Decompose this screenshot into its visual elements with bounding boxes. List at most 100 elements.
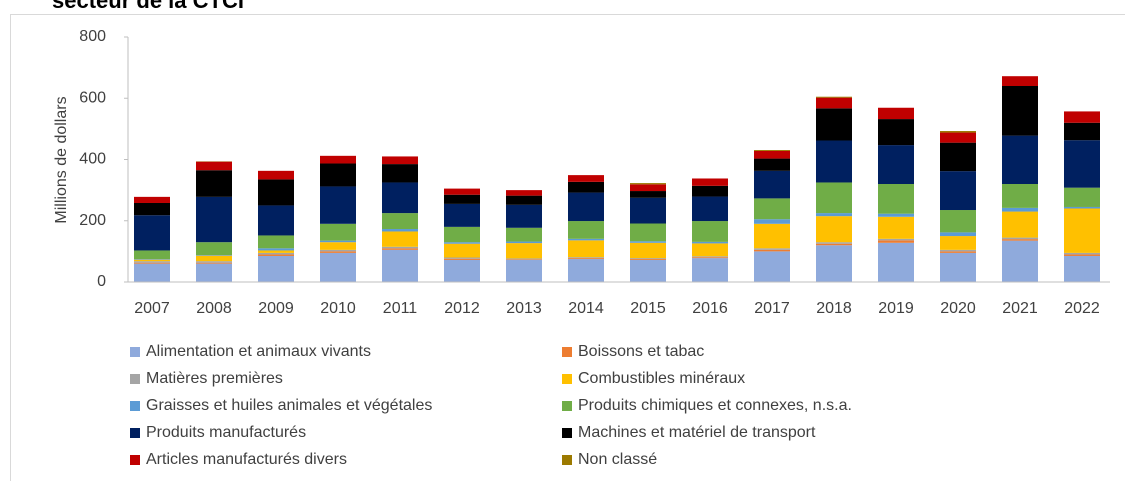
bar-segment bbox=[1064, 255, 1100, 282]
bar-segment bbox=[196, 263, 232, 282]
bar-segment bbox=[1002, 240, 1038, 282]
bar-segment bbox=[444, 257, 480, 259]
bar-segment bbox=[692, 256, 728, 258]
bar-segment bbox=[816, 140, 852, 183]
bar-segment bbox=[382, 246, 418, 249]
bar-segment bbox=[134, 215, 170, 251]
bar-segment bbox=[444, 188, 480, 195]
bar-segment bbox=[320, 223, 356, 241]
bar-segment bbox=[134, 261, 170, 263]
bar-segment bbox=[196, 262, 232, 264]
bar-segment bbox=[382, 248, 418, 250]
bar-segment bbox=[692, 243, 728, 257]
bar-segment bbox=[444, 243, 480, 258]
bar-segment bbox=[940, 142, 976, 172]
bar-segment bbox=[320, 242, 356, 250]
bar-segment bbox=[258, 252, 294, 255]
bar-segment bbox=[754, 158, 790, 171]
bar-segment bbox=[320, 249, 356, 252]
x-tick-label: 2020 bbox=[940, 300, 976, 317]
bar-segment bbox=[134, 202, 170, 216]
y-axis-label: Millions de dollars bbox=[53, 96, 70, 223]
bar-segment bbox=[630, 241, 666, 243]
bar-segment bbox=[382, 231, 418, 247]
x-tick-label: 2015 bbox=[630, 300, 666, 317]
bar-segment bbox=[1002, 211, 1038, 238]
x-tick-label: 2009 bbox=[258, 300, 294, 317]
bar-segment bbox=[630, 191, 666, 198]
bar-segment bbox=[1064, 122, 1100, 141]
bar-segment bbox=[1064, 111, 1100, 123]
legend-label: Produits chimiques et connexes, n.s.a. bbox=[578, 397, 852, 414]
x-tick-label: 2016 bbox=[692, 300, 728, 317]
bar-segment bbox=[506, 227, 542, 242]
bar-segment bbox=[196, 196, 232, 243]
legend-swatch bbox=[130, 347, 140, 357]
bar-segment bbox=[754, 249, 790, 252]
bar-segment bbox=[382, 229, 418, 232]
bar-segment bbox=[444, 258, 480, 260]
x-tick-label: 2017 bbox=[754, 300, 790, 317]
bar-segment bbox=[382, 213, 418, 230]
bar-segment bbox=[258, 250, 294, 253]
bar-segment bbox=[196, 242, 232, 256]
bar-segment bbox=[816, 97, 852, 109]
bar-segment bbox=[692, 241, 728, 244]
bar-segment bbox=[320, 163, 356, 187]
bar-segment bbox=[754, 150, 790, 151]
bar-segment bbox=[444, 194, 480, 204]
bar-segment bbox=[878, 107, 914, 120]
bar-segment bbox=[382, 156, 418, 165]
bar-segment bbox=[816, 245, 852, 282]
legend-swatch bbox=[562, 428, 572, 438]
bar-segment bbox=[630, 242, 666, 259]
bar-segment bbox=[134, 250, 170, 260]
legend-swatch bbox=[130, 428, 140, 438]
chart-frame bbox=[10, 14, 1125, 481]
bar-segment bbox=[692, 221, 728, 242]
bar-segment bbox=[878, 216, 914, 239]
bar-segment bbox=[568, 258, 604, 260]
bar-segment bbox=[692, 196, 728, 222]
bar-segment bbox=[506, 195, 542, 205]
bar-segment bbox=[692, 178, 728, 186]
legend-swatch bbox=[562, 455, 572, 465]
bar-segment bbox=[878, 145, 914, 184]
bar-segment bbox=[940, 232, 976, 237]
bar-segment bbox=[816, 242, 852, 244]
bar-segment bbox=[258, 248, 294, 251]
bar-segment bbox=[506, 259, 542, 282]
bar-segment bbox=[630, 183, 666, 185]
bar-segment bbox=[506, 259, 542, 260]
bar-segment bbox=[630, 259, 666, 282]
bar-segment bbox=[754, 198, 790, 220]
bar-segment bbox=[258, 235, 294, 249]
bar-segment bbox=[630, 258, 666, 260]
legend-label: Graisses et huiles animales et végétales bbox=[146, 397, 432, 414]
bar-segment bbox=[506, 241, 542, 244]
bar-segment bbox=[196, 261, 232, 263]
bar-segment bbox=[816, 108, 852, 141]
bar-segment bbox=[630, 184, 666, 192]
x-tick-label: 2022 bbox=[1064, 300, 1100, 317]
legend-swatch bbox=[562, 401, 572, 411]
bar-segment bbox=[568, 192, 604, 222]
bar-segment bbox=[1064, 208, 1100, 253]
bar-segment bbox=[444, 203, 480, 227]
bar-segment bbox=[816, 213, 852, 217]
bar-segment bbox=[878, 238, 914, 241]
bar-segment bbox=[878, 119, 914, 146]
x-tick-label: 2012 bbox=[444, 300, 480, 317]
bar-segment bbox=[134, 262, 170, 264]
bar-segment bbox=[320, 155, 356, 164]
bar-segment bbox=[568, 181, 604, 193]
bar-segment bbox=[134, 263, 170, 282]
bar-segment bbox=[1064, 254, 1100, 256]
bar-segment bbox=[1064, 252, 1100, 255]
bar-segment bbox=[754, 248, 790, 250]
bar-segment bbox=[1064, 206, 1100, 209]
legend-label: Machines et matériel de transport bbox=[578, 424, 816, 441]
bar-segment bbox=[1064, 140, 1100, 188]
bar-segment bbox=[568, 257, 604, 259]
bar-segment bbox=[444, 226, 480, 243]
